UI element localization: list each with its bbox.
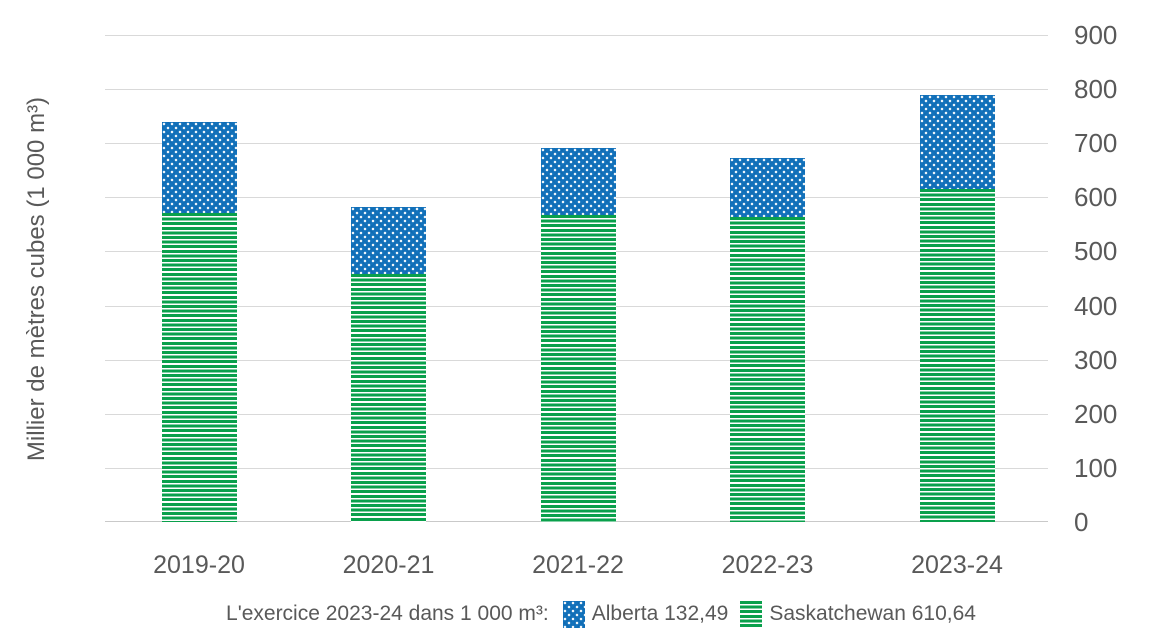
legend-title: L'exercice 2023-24 dans 1 000 m³: (226, 602, 549, 625)
legend-item-saskatchewan: Saskatchewan 610,64 (769, 602, 976, 625)
y-axis-title-text: Millier de mètres cubes (1 000 m³) (23, 96, 50, 461)
bar-2020-21-alberta-segment (351, 207, 426, 274)
bar-2019-20-alberta-segment (161, 122, 237, 214)
x-tick-label-2022-23: 2022-23 (721, 551, 814, 579)
y-tick-label-200: 200 (1074, 398, 1118, 429)
bar-2022-23-saskatchewan-segment (730, 216, 805, 522)
bar-2019-20-saskatchewan-segment (161, 213, 237, 522)
gridline-900 (105, 35, 1048, 36)
plot-area (105, 35, 1048, 522)
bar-2023-24-alberta-segment (919, 95, 995, 189)
x-axis-category-labels: 2019-20 2020-21 2021-22 2022-23 2023-24 (105, 550, 1048, 582)
gridline-700 (105, 143, 1048, 145)
y-axis-tick-labels: 900 800 700 600 500 400 300 200 100 0 (1074, 20, 1166, 537)
alberta-legend-swatch-icon (562, 600, 585, 628)
y-axis-title: Millier de mètres cubes (1 000 m³) (8, 35, 66, 522)
y-tick-label-100: 100 (1074, 452, 1118, 483)
x-tick-label-2019-20: 2019-20 (153, 551, 245, 579)
y-tick-label-400: 400 (1074, 290, 1118, 321)
bar-2021-22-saskatchewan-segment (540, 214, 616, 522)
bar-2021-22-alberta-segment (540, 148, 616, 215)
y-tick-label-0: 0 (1074, 507, 1089, 537)
x-tick-label-2021-22: 2021-22 (532, 551, 624, 579)
y-tick-label-900: 900 (1074, 20, 1118, 50)
gridline-800 (105, 89, 1048, 91)
bar-2020-21-saskatchewan-segment (351, 273, 426, 522)
saskatchewan-legend-swatch-icon (740, 600, 763, 628)
y-tick-label-700: 700 (1074, 128, 1118, 159)
x-tick-label-2023-24: 2023-24 (911, 551, 1003, 579)
bar-2022-23-alberta-segment (730, 158, 805, 217)
y-tick-label-800: 800 (1074, 74, 1118, 105)
bar-2023-24-saskatchewan-segment (919, 188, 995, 522)
x-tick-label-2020-21: 2020-21 (342, 551, 435, 579)
y-tick-label-600: 600 (1074, 182, 1118, 213)
legend-item-alberta: Alberta 132,49 (591, 602, 729, 625)
legend: L'exercice 2023-24 dans 1 000 m³: Albert… (16, 596, 1170, 632)
y-tick-label-500: 500 (1074, 236, 1118, 267)
y-tick-label-300: 300 (1074, 344, 1118, 375)
